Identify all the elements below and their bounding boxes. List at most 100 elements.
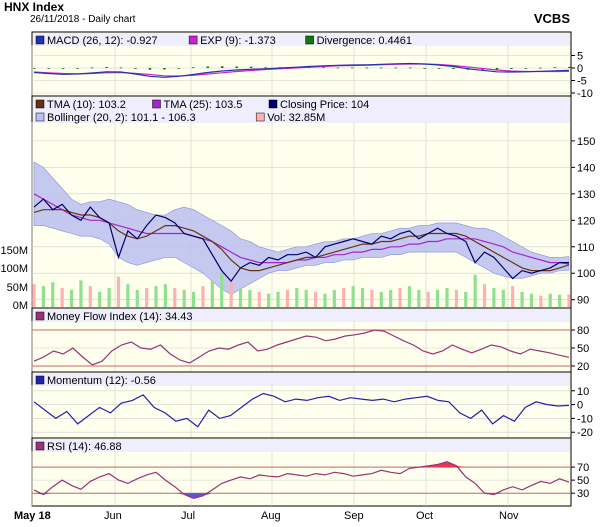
x-axis-label: Jun <box>104 510 122 522</box>
legend-band-macd <box>33 33 570 46</box>
legend-label-price: Bollinger (20, 2): 101.1 - 106.3 <box>47 112 196 124</box>
volume-bar <box>389 289 393 307</box>
ytick-label-price: 140 <box>577 162 595 174</box>
volume-bar <box>191 291 196 307</box>
volume-bar <box>32 284 36 307</box>
divergence-bar <box>90 67 94 69</box>
volume-bar <box>173 288 177 307</box>
divergence-bar <box>33 68 36 69</box>
volume-bar <box>520 291 524 307</box>
legend-band-price <box>33 97 570 123</box>
divergence-bar <box>553 67 557 69</box>
volume-bar <box>351 286 355 307</box>
volume-bar <box>379 291 383 307</box>
chart-date: 26/11/2018 - Daily chart <box>30 14 136 25</box>
legend-label-price: TMA (10): 103.2 <box>47 99 126 111</box>
legend-label-rsi: RSI (14): 46.88 <box>47 441 122 453</box>
volume-bar <box>88 286 92 307</box>
ytick-label-momentum: 10 <box>577 386 589 398</box>
volume-bar <box>567 294 571 307</box>
ytick-label-rsi: 30 <box>577 488 589 500</box>
volume-bar <box>182 289 186 307</box>
legend-label-price: Vol: 32.85M <box>267 112 325 124</box>
divergence-bar <box>177 68 181 69</box>
volume-bar <box>41 286 45 307</box>
x-axis-label: Aug <box>261 510 281 522</box>
ytick-label-momentum: -20 <box>577 427 593 439</box>
divergence-bar <box>322 67 325 69</box>
volume-bar <box>332 289 336 307</box>
divergence-bar <box>524 68 528 69</box>
rsi-overbought-fill <box>437 461 447 468</box>
legend-band-rsi <box>33 439 570 452</box>
volume-bar <box>60 288 64 307</box>
volume-bar <box>163 284 168 307</box>
legend-band-mfi <box>33 309 570 322</box>
divergence-bar <box>119 67 123 69</box>
volume-bar <box>548 293 552 307</box>
volume-bar <box>558 294 562 307</box>
volume-bar <box>210 280 214 307</box>
divergence-bar <box>220 66 224 68</box>
divergence-bar <box>148 68 152 70</box>
rsi-oversold-fill <box>193 493 203 499</box>
divergence-bar <box>539 67 542 69</box>
divergence-bar <box>380 67 383 69</box>
volume-bar <box>238 288 243 307</box>
volume-bar <box>135 289 139 307</box>
rsi-overbought-fill <box>456 465 466 468</box>
ytick-label-mfi: 80 <box>577 325 589 337</box>
legend-label-price: TMA (25): 103.5 <box>164 99 243 111</box>
divergence-bar <box>134 68 137 69</box>
volume-bar <box>435 289 440 307</box>
x-axis-label: Nov <box>499 510 519 522</box>
volume-bar <box>267 293 271 307</box>
divergence-bar <box>452 68 455 69</box>
legend-swatch-rsi <box>35 441 45 451</box>
legend-swatch-price <box>35 99 45 109</box>
volume-bar <box>257 291 261 307</box>
volume-bar <box>116 276 121 307</box>
divergence-bar <box>394 67 397 69</box>
macd-line <box>33 62 570 78</box>
legend-swatch-macd <box>35 35 45 45</box>
ytick-label-price: 130 <box>577 189 595 201</box>
legend-swatch-price <box>268 99 278 109</box>
ytick-label-macd: 0 <box>577 63 583 75</box>
legend-swatch-macd <box>305 35 314 45</box>
ytick-label-momentum: 0 <box>577 400 583 412</box>
volume-tick-label: 100M <box>0 263 28 275</box>
ytick-label-price: 150 <box>577 136 595 148</box>
momentum-line <box>33 392 570 428</box>
brand-label: VCBS <box>533 11 570 26</box>
ytick-label-mfi: 20 <box>577 361 589 373</box>
x-axis-label: Jul <box>181 510 195 522</box>
divergence-bar <box>336 67 340 69</box>
volume-bar <box>501 289 505 307</box>
volume-bar <box>417 289 421 307</box>
rsi-oversold-fill <box>43 493 53 495</box>
volume-tick-label: 0M <box>13 300 28 312</box>
volume-bar <box>464 291 468 307</box>
volume-bar <box>79 280 83 307</box>
legend-label-mfi: Money Flow Index (14): 34.43 <box>47 311 193 323</box>
divergence-bar <box>495 68 499 70</box>
divergence-bar <box>76 68 79 69</box>
x-axis-label: Sep <box>344 510 364 522</box>
divergence-bar <box>510 68 513 69</box>
volume-bar <box>248 289 252 307</box>
volume-bar <box>295 288 299 307</box>
ytick-label-rsi: 70 <box>577 462 589 474</box>
legend-swatch-price <box>255 112 265 122</box>
legend-label-macd: EXP (9): -1.373 <box>200 35 276 47</box>
x-axis-label: May 18 <box>14 510 51 522</box>
closing-price-line <box>33 198 569 283</box>
divergence-bar <box>351 67 354 69</box>
volume-bar <box>145 288 149 307</box>
volume-bar <box>473 274 477 307</box>
divergence-bar <box>235 66 238 68</box>
volume-bar <box>304 289 308 307</box>
volume-bar <box>323 293 327 307</box>
divergence-bar <box>61 68 65 69</box>
